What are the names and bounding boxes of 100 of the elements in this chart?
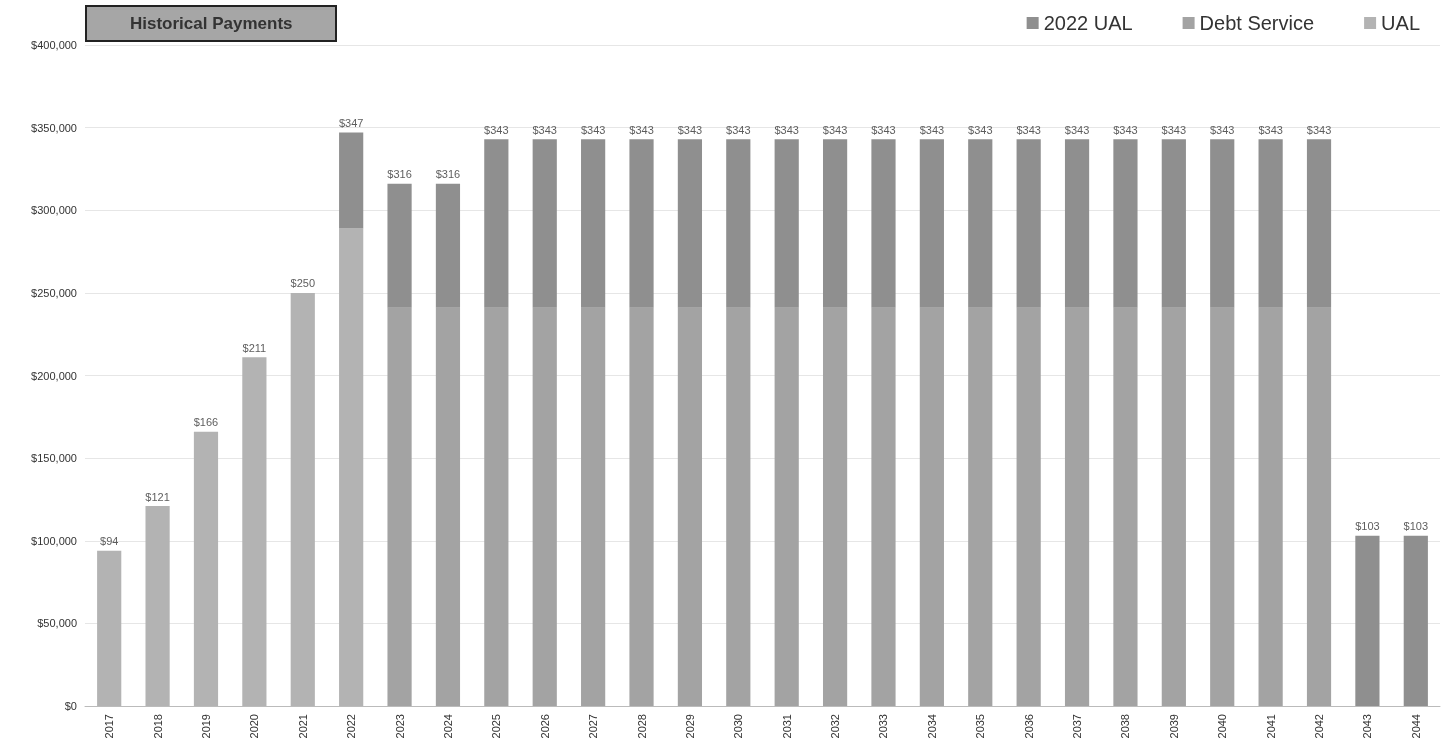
x-tick-label: 2039 [1167,714,1180,739]
annotation: $343 [822,123,848,136]
bar [1016,307,1041,706]
bar [968,139,993,308]
annotation: $343 [726,123,751,136]
x-tick-label: 2027 [587,714,600,739]
x-tick-label: 2032 [829,714,842,739]
annotation: $250 [290,277,316,290]
legend-label: UAL [1381,12,1420,34]
bar [1210,139,1235,308]
bar [387,183,412,308]
x-tick-label: 2023 [393,714,406,739]
bar [387,307,412,706]
x-tick-label: 2018 [151,714,164,739]
annotation: $211 [242,341,267,354]
x-tick-label: 2040 [1216,714,1229,739]
bar [339,132,364,229]
annotation: $343 [629,123,654,136]
y-tick-label: $150,000 [31,452,77,465]
bar [774,139,799,308]
x-tick-label: 2028 [635,714,648,739]
bar [629,307,654,706]
bar [677,139,703,308]
bar [1355,535,1380,706]
bar [822,307,848,706]
y-tick-label: $200,000 [31,369,77,382]
bar [774,307,799,706]
chart-title: Historical Payments [130,14,293,33]
bar [532,139,557,308]
annotation: $347 [338,117,364,130]
annotation: $343 [774,123,799,136]
x-tick-label: 2026 [538,714,551,739]
x-tick-label: 2031 [780,714,793,739]
x-tick-label: 2022 [345,714,358,739]
annotation: $343 [968,123,993,136]
bar [629,139,654,308]
bar [871,307,896,706]
x-tick-label: 2025 [490,714,503,739]
annotation: $343 [1306,123,1332,136]
bar [1258,139,1283,308]
x-tick-label: 2030 [732,714,745,739]
y-tick-label: $100,000 [31,534,77,547]
y-tick-label: $250,000 [31,286,77,299]
legend-label: 2022 UAL [1043,12,1133,34]
bar [871,139,896,308]
x-tick-label: 2041 [1264,714,1277,739]
x-tick-label: 2017 [103,714,116,739]
bar [1306,307,1332,706]
y-tick-label: $400,000 [31,39,77,51]
y-tick-label: $350,000 [31,121,77,134]
bar [919,307,944,706]
annotation: $343 [532,123,557,136]
y-tick-label: $50,000 [37,617,77,630]
annotation: $343 [1161,123,1187,136]
bar [1064,139,1090,308]
x-tick-label: 2029 [683,714,696,739]
annotation: $103 [1355,520,1380,533]
annotation: $316 [435,168,461,181]
x-tick-label: 2043 [1361,714,1374,739]
x-tick-label: 2019 [199,714,212,739]
annotation: $166 [193,416,219,429]
annotation: $316 [387,168,412,181]
bar [435,183,461,308]
bar [1064,307,1090,706]
annotation: $343 [1016,123,1041,136]
bar [822,139,848,308]
x-tick-label: 2037 [1071,714,1084,739]
annotation: $343 [1064,123,1090,136]
annotation: $121 [145,490,170,503]
bar [581,307,606,706]
bar [968,307,993,706]
bar [1258,307,1283,706]
x-tick-label: 2020 [248,714,261,739]
annotation: $343 [1209,123,1235,136]
x-tick-label: 2021 [296,714,309,739]
y-tick-label: $0 [64,700,77,712]
annotation: $343 [1258,123,1283,136]
annotation: $343 [871,123,896,136]
bar [1016,139,1041,308]
bar [919,139,944,308]
x-tick-label: 2038 [1119,714,1132,739]
bar [1161,139,1186,308]
annotation: $103 [1403,520,1429,533]
bar [1210,307,1235,706]
bar [484,307,509,706]
legend-label: Debt Service [1199,12,1315,34]
y-tick-label: $300,000 [31,204,77,217]
bar [1403,535,1428,706]
bar [484,139,509,308]
bar [1113,139,1138,308]
bar [435,307,461,706]
x-tick-label: 2035 [974,714,987,739]
x-tick-label: 2036 [1022,714,1035,739]
bar [726,139,751,308]
annotation: $343 [1113,123,1138,136]
x-tick-label: 2033 [877,714,890,739]
bar [1113,307,1138,706]
annotation: $343 [484,123,509,136]
annotation: $94 [100,535,119,548]
x-tick-label: 2034 [925,714,938,739]
